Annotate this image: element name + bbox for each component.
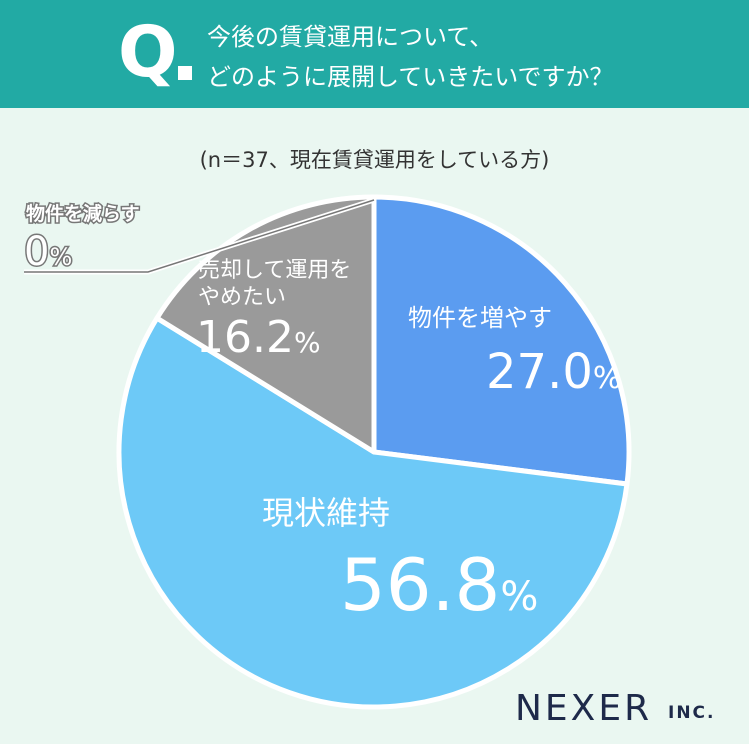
question-line-2: どのように展開していきたいですか？ bbox=[207, 63, 614, 91]
undefined: 27.0% bbox=[486, 344, 621, 400]
slice-label-maintain: 現状維持 bbox=[262, 494, 390, 532]
question-line-1: 今後の賃貸運用について、 bbox=[207, 23, 494, 51]
slice-label-sell-line2: やめたい bbox=[198, 285, 286, 310]
question-header: Q 今後の賃貸運用について、 どのように展開していきたいですか？ bbox=[0, 0, 749, 108]
pie-slice-1 bbox=[116, 315, 630, 710]
pie-slice-0 bbox=[371, 194, 632, 487]
leader-line-decrease bbox=[24, 199, 375, 273]
sample-note: (n＝37、現在賃貸運用をしている方) bbox=[199, 148, 550, 172]
q-dot bbox=[178, 66, 192, 80]
brand-suffix: INC. bbox=[668, 703, 716, 723]
slice-label-decrease: 物件を減らす bbox=[26, 202, 140, 225]
slice-label-increase: 物件を増やす bbox=[408, 304, 552, 332]
pie-slice-2 bbox=[154, 194, 377, 455]
slice-value-decrease: 0% bbox=[24, 229, 72, 275]
q-mark: Q bbox=[118, 11, 178, 93]
undefined: 56.8% bbox=[340, 543, 538, 627]
brand-logo: NEXER bbox=[515, 688, 653, 729]
slice-label-sell-line1: 売却して運用を bbox=[198, 258, 351, 283]
null: 16.2% bbox=[196, 312, 321, 363]
